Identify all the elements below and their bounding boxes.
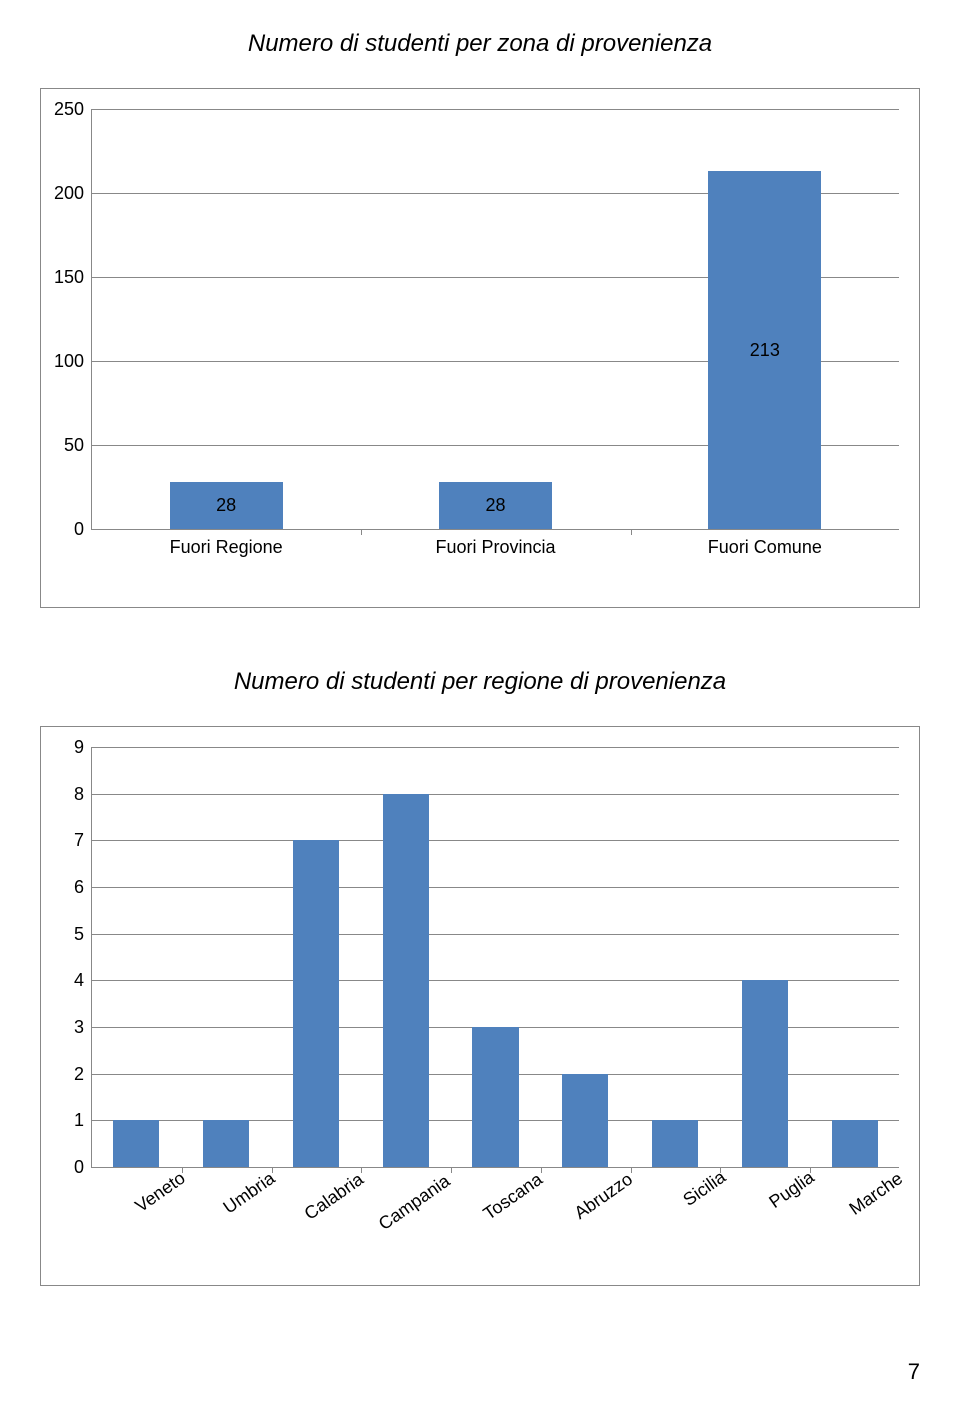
- bars-row: VenetoUmbriaCalabriaCampaniaToscanaAbruz…: [92, 747, 899, 1167]
- chart1-title: Numero di studenti per zona di provenien…: [40, 30, 920, 58]
- bar: [562, 1074, 608, 1167]
- xtick-mark: [631, 1167, 632, 1173]
- bar-slot: Toscana: [450, 747, 540, 1167]
- xtick-mark: [361, 1167, 362, 1173]
- bar-slot: Umbria: [181, 747, 271, 1167]
- chart1-plot-frame: 05010015020025028Fuori Regione28Fuori Pr…: [91, 109, 899, 530]
- bar-value-label: 28: [92, 495, 360, 516]
- chart2-plot-area: 0123456789VenetoUmbriaCalabriaCampaniaTo…: [91, 747, 899, 1168]
- bar-value-label: 28: [361, 495, 629, 516]
- bar-slot: Calabria: [271, 747, 361, 1167]
- bar-slot: Puglia: [719, 747, 809, 1167]
- bar-slot: Sicilia: [630, 747, 720, 1167]
- bar-slot: 28Fuori Regione: [92, 109, 360, 529]
- category-label: Fuori Regione: [92, 529, 360, 558]
- bar: [472, 1027, 518, 1167]
- bar-slot: Abruzzo: [540, 747, 630, 1167]
- xtick-mark: [272, 1167, 273, 1173]
- bar-slot: Marche: [809, 747, 899, 1167]
- xtick-mark: [182, 1167, 183, 1173]
- chart2-plot-frame: 0123456789VenetoUmbriaCalabriaCampaniaTo…: [91, 747, 899, 1168]
- xtick-mark: [451, 1167, 452, 1173]
- xtick-mark: [541, 1167, 542, 1173]
- bars-row: 28Fuori Regione28Fuori Provincia213Fuori…: [92, 109, 899, 529]
- chart2-box: 0123456789VenetoUmbriaCalabriaCampaniaTo…: [40, 726, 920, 1286]
- bar-slot: 28Fuori Provincia: [360, 109, 629, 529]
- bar-slot: Campania: [360, 747, 450, 1167]
- xtick-mark: [810, 1167, 811, 1173]
- chart1-box: 05010015020025028Fuori Regione28Fuori Pr…: [40, 88, 920, 608]
- bar-slot: 213Fuori Comune: [630, 109, 899, 529]
- bar-value-label: 213: [631, 340, 899, 361]
- category-label: Fuori Provincia: [361, 529, 629, 558]
- chart1-plot-area: 05010015020025028Fuori Regione28Fuori Pr…: [91, 109, 899, 530]
- bar: [742, 980, 788, 1167]
- bar-slot: Veneto: [92, 747, 181, 1167]
- bar: [383, 794, 429, 1167]
- chart2-title: Numero di studenti per regione di proven…: [40, 668, 920, 696]
- page: Numero di studenti per zona di provenien…: [0, 0, 960, 1405]
- xtick-mark: [720, 1167, 721, 1173]
- page-number: 7: [908, 1359, 920, 1385]
- category-label: Fuori Comune: [631, 529, 899, 558]
- bar: [293, 840, 339, 1167]
